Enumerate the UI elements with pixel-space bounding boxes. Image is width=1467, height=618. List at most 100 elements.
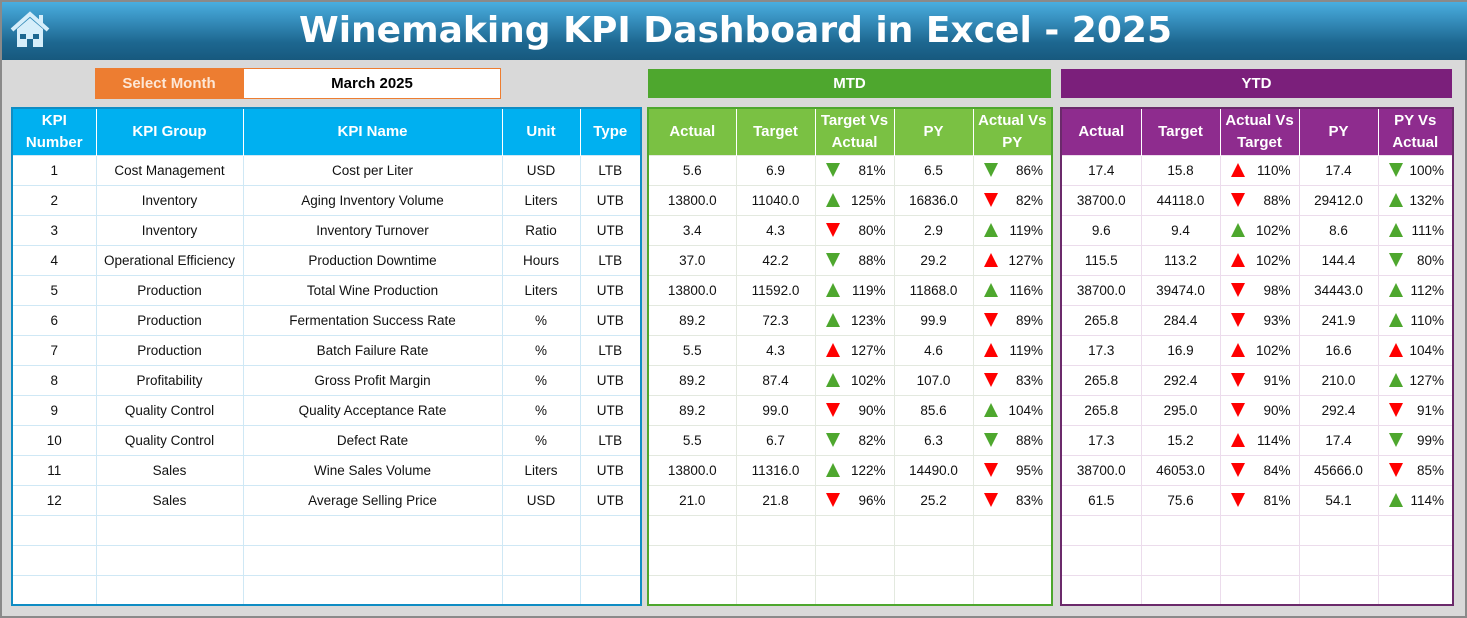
status-indicator: 132% (1379, 193, 1453, 208)
kpi-cell: Gross Profit Margin (242, 364, 503, 396)
mtd-cell: 21.0 (647, 484, 737, 516)
mtd-cell: 6.7 (735, 424, 816, 456)
triangle-up-icon (825, 313, 840, 327)
ytd-cell: 127% (1377, 364, 1454, 396)
table-row: 38700.0 44118.0 88% 29412.0 132% (1060, 184, 1454, 216)
kpi-cell: USD (501, 484, 581, 516)
mtd-cell: 72.3 (735, 304, 816, 336)
kpi-cell: Sales (95, 454, 244, 486)
triangle-up-icon (825, 193, 840, 207)
status-indicator: 125% (816, 193, 894, 208)
percent-value: 125% (850, 192, 886, 208)
triangle-up-icon (1230, 253, 1245, 267)
triangle-down-icon (1230, 373, 1245, 387)
percent-value: 127% (1409, 372, 1444, 388)
triangle-up-icon (983, 223, 998, 237)
table-row: 9.6 9.4 102% 8.6 111% (1060, 214, 1454, 246)
select-month-label: Select Month (95, 68, 243, 99)
mtd-cell: 86% (972, 154, 1053, 186)
kpi-cell: Cost per Liter (242, 154, 503, 186)
kpi-cell: 8 (11, 364, 97, 396)
kpi-cell: Quality Control (95, 394, 244, 426)
ytd-banner: YTD (1061, 69, 1452, 98)
mtd-cell: 11316.0 (735, 454, 816, 486)
ytd-column-header: PY Vs Actual (1378, 108, 1454, 155)
percent-value: 85% (1416, 462, 1444, 478)
kpi-cell: 7 (11, 334, 97, 366)
kpi-cell (95, 514, 244, 546)
status-indicator: 102% (1221, 223, 1299, 238)
triangle-up-icon (983, 403, 998, 417)
percent-value: 122% (850, 462, 886, 478)
table-row (647, 514, 1053, 546)
table-row: 13800.0 11592.0 119% 11868.0 116% (647, 274, 1053, 306)
mtd-cell: 81% (814, 154, 895, 186)
triangle-down-icon (983, 313, 998, 327)
status-indicator: 112% (1379, 283, 1453, 298)
status-indicator: 85% (1379, 463, 1453, 478)
percent-value: 104% (1008, 402, 1043, 418)
kpi-cell: UTB (579, 484, 642, 516)
status-indicator: 82% (974, 193, 1052, 208)
percent-value: 111% (1411, 222, 1444, 238)
ytd-cell: 110% (1377, 304, 1454, 336)
triangle-up-icon (825, 283, 840, 297)
table-row: 38700.0 39474.0 98% 34443.0 112% (1060, 274, 1454, 306)
table-row: 13800.0 11040.0 125% 16836.0 82% (647, 184, 1053, 216)
ytd-cell: 91% (1377, 394, 1454, 426)
triangle-down-icon (1230, 193, 1245, 207)
mtd-cell (735, 544, 816, 576)
mtd-cell: 14490.0 (893, 454, 974, 486)
percent-value: 91% (1263, 372, 1291, 388)
status-indicator: 83% (974, 493, 1052, 508)
mtd-cell: 116% (972, 274, 1053, 306)
percent-value: 110% (1256, 162, 1291, 178)
triangle-down-icon (825, 163, 840, 177)
kpi-cell: Liters (501, 274, 581, 306)
ytd-cell: 110% (1219, 154, 1300, 186)
status-indicator: 104% (974, 403, 1052, 418)
percent-value: 82% (1015, 192, 1043, 208)
kpi-cell: Inventory (95, 184, 244, 216)
status-indicator: 114% (1379, 493, 1453, 508)
percent-value: 82% (858, 432, 886, 448)
ytd-cell: 284.4 (1140, 304, 1221, 336)
percent-value: 127% (1008, 252, 1043, 268)
percent-value: 112% (1410, 282, 1444, 298)
triangle-down-icon (1388, 463, 1403, 477)
triangle-up-icon (1388, 373, 1403, 387)
percent-value: 95% (1015, 462, 1043, 478)
ytd-cell (1140, 544, 1221, 576)
triangle-up-icon (825, 373, 840, 387)
percent-value: 91% (1416, 402, 1444, 418)
ytd-cell: 102% (1219, 334, 1300, 366)
status-indicator: 119% (974, 223, 1052, 238)
status-indicator: 119% (816, 283, 894, 298)
percent-value: 83% (1015, 372, 1043, 388)
status-indicator: 90% (1221, 403, 1299, 418)
mtd-cell: 4.3 (735, 334, 816, 366)
status-indicator: 99% (1379, 433, 1453, 448)
status-indicator: 102% (816, 373, 894, 388)
mtd-cell: 87.4 (735, 364, 816, 396)
month-dropdown[interactable]: March 2025 (243, 68, 501, 99)
kpi-cell: Average Selling Price (242, 484, 503, 516)
mtd-cell (814, 544, 895, 576)
kpi-cell: 3 (11, 214, 97, 246)
table-row: 17.4 15.8 110% 17.4 100% (1060, 154, 1454, 186)
ytd-cell: 17.3 (1060, 424, 1142, 456)
home-icon[interactable] (8, 10, 52, 50)
kpi-cell: Sales (95, 484, 244, 516)
kpi-cell: % (501, 394, 581, 426)
kpi-cell (242, 574, 503, 606)
percent-value: 84% (1263, 462, 1291, 478)
percent-value: 81% (858, 162, 886, 178)
kpi-cell (11, 514, 97, 546)
table-row: 5.5 4.3 127% 4.6 119% (647, 334, 1053, 366)
percent-value: 90% (858, 402, 886, 418)
kpi-cell (242, 544, 503, 576)
table-row: 11 Sales Wine Sales Volume Liters UTB (11, 454, 642, 486)
kpi-cell: Operational Efficiency (95, 244, 244, 276)
mtd-cell: 82% (814, 424, 895, 456)
mtd-cell: 5.5 (647, 424, 737, 456)
